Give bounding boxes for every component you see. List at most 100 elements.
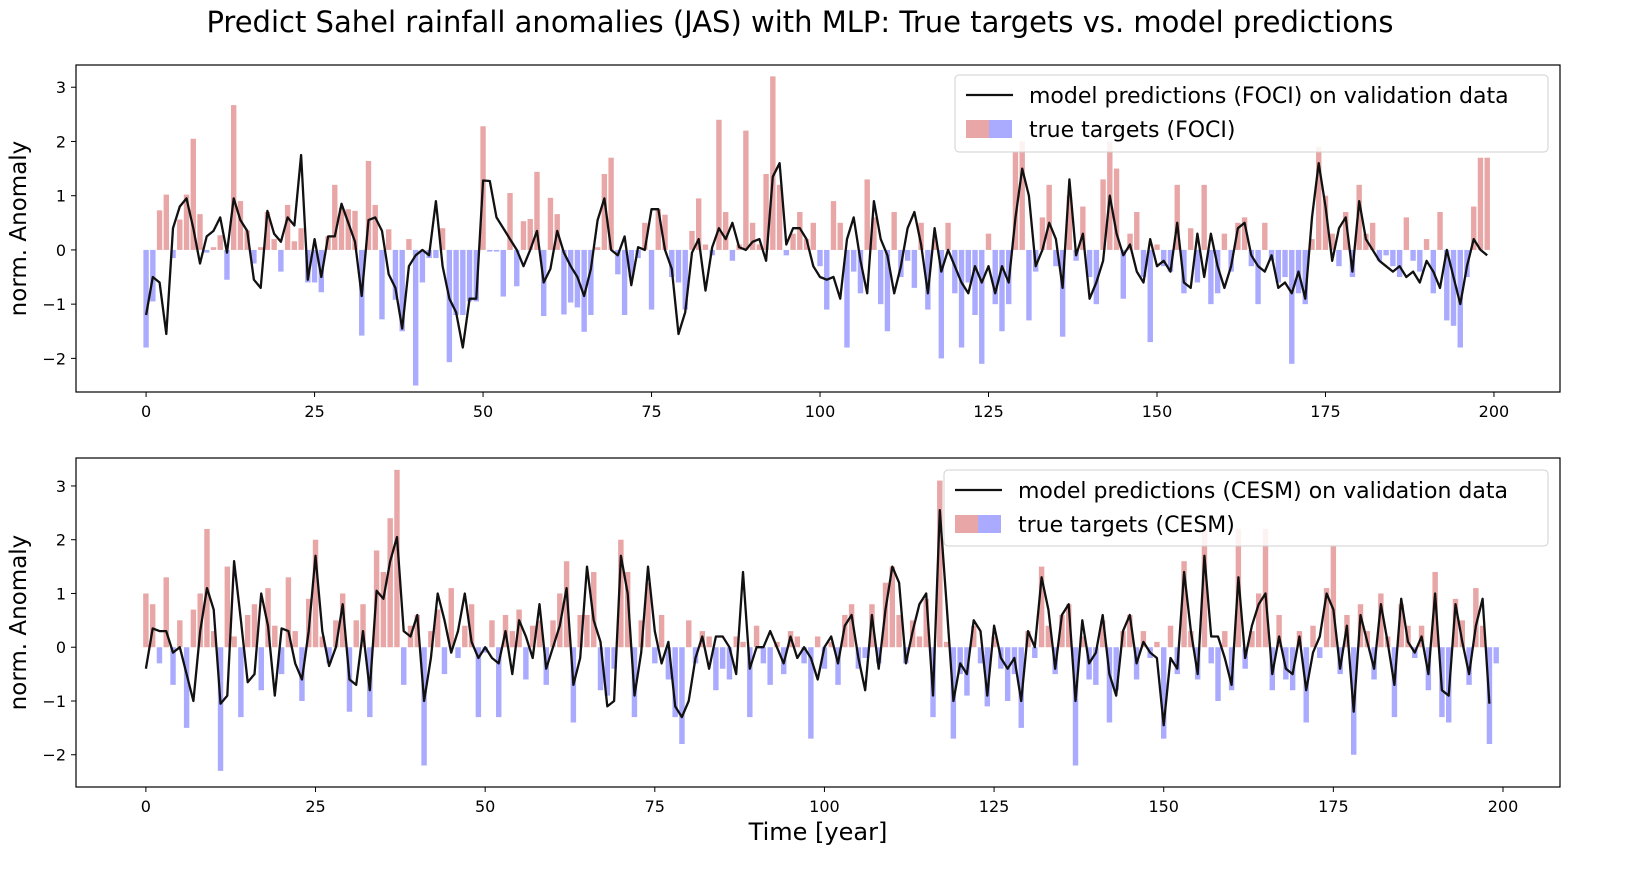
target-bar: [285, 577, 292, 648]
target-bar: [952, 249, 958, 294]
target-bar: [1066, 604, 1072, 648]
target-bar: [916, 636, 923, 648]
y-axis-label: norm. Anomaly: [6, 535, 32, 711]
target-bar: [272, 625, 278, 648]
target-bar: [760, 647, 767, 664]
y-tick-label: 0: [56, 241, 66, 260]
x-tick-label: 50: [475, 797, 495, 816]
target-bar: [170, 647, 176, 685]
legend-line-label: model predictions (CESM) on validation d…: [1018, 479, 1508, 504]
target-bar: [679, 647, 685, 744]
target-bar: [957, 647, 963, 675]
target-bar: [1471, 206, 1477, 250]
target-bar: [1100, 179, 1106, 250]
target-bar: [608, 157, 614, 250]
target-bar: [1187, 228, 1194, 250]
target-bar: [1302, 249, 1308, 305]
target-bar: [1410, 249, 1416, 261]
target-bar: [292, 631, 298, 648]
target-bar: [1473, 588, 1479, 648]
target-bar: [722, 211, 729, 250]
target-bar: [1275, 249, 1281, 283]
x-tick-label: 100: [809, 797, 840, 816]
target-bar: [190, 609, 197, 648]
target-bar: [1086, 249, 1093, 278]
target-bar: [257, 247, 264, 250]
target-bar: [1336, 249, 1342, 267]
target-bar: [686, 620, 692, 648]
target-bar: [618, 539, 624, 648]
target-bar: [1330, 545, 1337, 648]
target-bar: [726, 647, 733, 680]
target-bar: [601, 174, 608, 250]
target-bar: [848, 604, 855, 648]
target-bar: [380, 571, 387, 648]
target-bar: [448, 588, 454, 648]
target-bar: [326, 647, 332, 664]
target-bar: [1012, 152, 1019, 250]
target-bar: [163, 194, 170, 250]
target-bar: [298, 228, 304, 250]
target-bar: [1329, 233, 1335, 250]
target-bar: [753, 625, 760, 648]
target-bar: [992, 249, 998, 305]
target-bar: [1194, 249, 1201, 283]
target-bar: [1004, 647, 1011, 701]
target-bar: [386, 229, 392, 250]
target-bar: [1398, 604, 1404, 648]
target-bar: [1140, 249, 1147, 278]
x-axis-label: Time [year]: [748, 818, 888, 846]
target-bar: [1376, 249, 1383, 261]
target-bar: [776, 184, 783, 250]
target-bar: [801, 647, 807, 664]
target-bar: [1316, 146, 1322, 250]
target-bar: [821, 647, 828, 669]
target-bar: [468, 604, 475, 648]
target-bar: [197, 214, 203, 250]
target-bar: [689, 230, 695, 250]
legend-box: [943, 469, 1549, 547]
target-bar: [835, 647, 841, 685]
target-bar: [231, 105, 237, 250]
target-bar: [224, 249, 230, 280]
y-tick-label: 0: [56, 638, 66, 657]
target-bar: [1383, 249, 1389, 256]
target-bar: [365, 160, 372, 250]
target-bar: [284, 204, 291, 250]
target-bar: [496, 647, 502, 718]
target-bar: [258, 647, 264, 691]
target-bar: [1248, 249, 1255, 267]
target-bar: [985, 233, 992, 250]
target-bar: [615, 249, 621, 275]
target-bar: [979, 249, 985, 364]
legend-negative-swatch: [989, 120, 1012, 138]
target-bar: [597, 647, 604, 691]
target-bar: [594, 247, 601, 250]
target-bar: [441, 647, 448, 675]
target-bar: [433, 249, 439, 259]
target-bar: [803, 239, 810, 250]
panel-cesm: 0 25 50 75 100 125 150 175 200 −2 −1 0 1 2 3 norm. Anom…: [6, 457, 1561, 816]
x-tick-label: 0: [141, 797, 151, 816]
target-bar: [1403, 217, 1410, 250]
target-bar: [500, 249, 506, 297]
target-bar: [1134, 211, 1140, 250]
target-bar: [611, 647, 617, 669]
target-bar: [1262, 222, 1268, 250]
target-bar: [1289, 249, 1295, 364]
target-bar: [713, 647, 719, 691]
target-bar: [1018, 647, 1024, 728]
axes-frame: [75, 64, 1561, 393]
x-tick-label: 75: [645, 797, 665, 816]
target-bar: [460, 249, 466, 315]
legend-line-label: model predictions (FOCI) on validation d…: [1029, 84, 1509, 109]
target-bar: [972, 249, 978, 315]
target-bar: [1214, 249, 1221, 294]
target-bar: [453, 249, 459, 315]
target-bar: [977, 647, 984, 664]
target-bar: [183, 647, 190, 728]
target-bar: [529, 625, 536, 648]
target-bar: [733, 636, 739, 648]
target-bar: [399, 249, 405, 332]
target-bar: [1046, 184, 1052, 250]
